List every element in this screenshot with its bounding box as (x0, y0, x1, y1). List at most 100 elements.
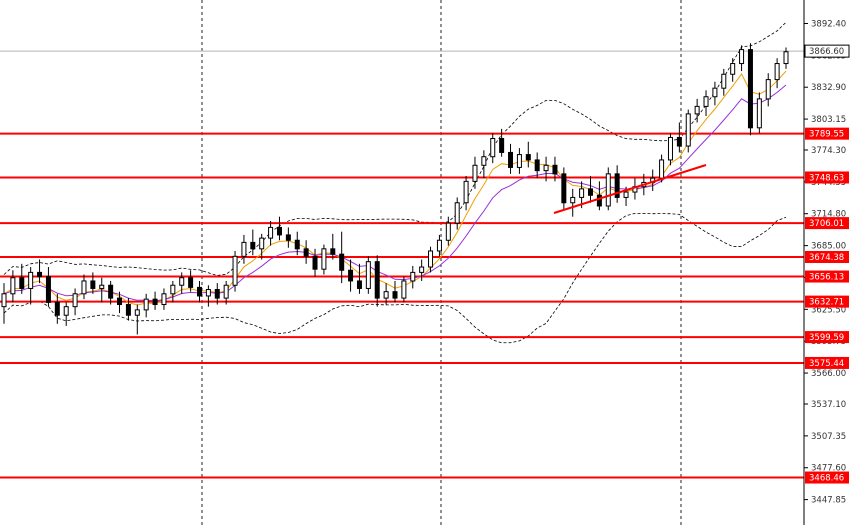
candlestick[interactable] (667, 133, 673, 166)
candlestick[interactable] (152, 291, 158, 310)
candlestick[interactable] (650, 169, 656, 191)
candlestick[interactable] (197, 280, 202, 303)
candlestick[interactable] (19, 263, 25, 294)
candlestick[interactable] (99, 277, 105, 303)
candlestick[interactable] (730, 58, 736, 82)
candlestick[interactable] (596, 181, 602, 211)
candlestick[interactable] (108, 280, 114, 305)
candlestick[interactable] (499, 128, 505, 157)
candlestick[interactable] (481, 150, 487, 179)
candlestick[interactable] (259, 233, 265, 260)
candle-body (285, 234, 291, 241)
candle-body (223, 284, 229, 299)
candlestick[interactable] (552, 156, 558, 182)
candlestick[interactable] (117, 291, 123, 314)
candlestick[interactable] (170, 280, 176, 303)
candlestick[interactable] (721, 68, 727, 96)
candlestick[interactable] (490, 133, 496, 164)
candlestick[interactable] (570, 188, 576, 217)
candlestick[interactable] (747, 43, 753, 136)
candle-body (232, 255, 238, 286)
candlestick[interactable] (525, 141, 531, 168)
candlestick[interactable] (330, 233, 336, 260)
candlestick[interactable] (383, 283, 389, 305)
candlestick[interactable] (614, 165, 620, 203)
candlestick[interactable] (392, 280, 398, 303)
candlestick[interactable] (45, 267, 51, 307)
candlestick[interactable] (756, 92, 762, 134)
candlestick[interactable] (1, 283, 7, 324)
candle-body (241, 241, 247, 257)
y-tick-label: 3625.50 (811, 305, 846, 315)
candlestick[interactable] (588, 176, 593, 203)
candlestick[interactable] (90, 272, 96, 294)
candlestick[interactable] (694, 98, 700, 123)
candlestick[interactable] (125, 298, 131, 321)
candlestick[interactable] (516, 148, 522, 174)
candlestick[interactable] (250, 229, 256, 256)
candlestick[interactable] (232, 250, 238, 292)
candlestick[interactable] (268, 220, 274, 246)
candlestick[interactable] (321, 244, 327, 275)
candlestick[interactable] (312, 248, 318, 277)
candlestick[interactable] (276, 216, 282, 241)
candlestick[interactable] (561, 167, 567, 211)
candlestick[interactable] (303, 240, 309, 264)
candlestick[interactable] (712, 81, 718, 106)
candlestick[interactable] (445, 216, 451, 246)
candlestick[interactable] (685, 109, 691, 153)
candlestick[interactable] (739, 45, 745, 72)
trendline-layer[interactable] (553, 164, 707, 214)
candlestick[interactable] (285, 227, 291, 248)
candlestick[interactable] (188, 270, 194, 292)
candlestick[interactable] (63, 302, 69, 326)
candlestick[interactable] (161, 288, 167, 310)
candlestick[interactable] (28, 267, 34, 305)
candlestick[interactable] (401, 276, 407, 303)
candlestick[interactable] (205, 285, 211, 307)
candlestick[interactable] (508, 143, 514, 174)
candlestick[interactable] (365, 256, 371, 294)
candlestick[interactable] (676, 122, 682, 153)
candlestick[interactable] (454, 197, 460, 230)
candle-body (99, 284, 105, 289)
candlestick[interactable] (463, 176, 469, 211)
candlestick[interactable] (783, 47, 789, 69)
candle-body (747, 49, 753, 129)
candlestick[interactable] (37, 259, 43, 284)
candlestick[interactable] (543, 156, 549, 182)
candlestick[interactable] (241, 234, 247, 264)
candlestick[interactable] (179, 272, 185, 294)
candlestick[interactable] (72, 288, 78, 316)
candlestick[interactable] (339, 231, 345, 284)
candlestick[interactable] (294, 231, 300, 256)
candlestick[interactable] (81, 274, 87, 300)
candlestick[interactable] (348, 259, 354, 292)
candlestick[interactable] (10, 270, 16, 303)
candlestick[interactable] (472, 156, 478, 189)
candlestick[interactable] (436, 234, 442, 257)
candlestick[interactable] (223, 280, 229, 305)
candlestick[interactable] (54, 293, 60, 324)
candlestick[interactable] (605, 167, 611, 211)
candlestick[interactable] (774, 58, 780, 89)
candlestick[interactable] (419, 259, 425, 281)
price-level-tag (805, 270, 849, 283)
candlestick[interactable] (134, 304, 140, 335)
candlestick[interactable] (428, 246, 434, 273)
candlestick[interactable] (214, 283, 220, 305)
candle-body (28, 271, 34, 289)
candlestick[interactable] (143, 293, 149, 318)
candle-body (143, 298, 149, 311)
candlestick[interactable] (534, 152, 540, 179)
candlestick[interactable] (765, 73, 771, 107)
candle-body (445, 222, 451, 241)
candlestick[interactable] (374, 255, 380, 307)
support-trendline[interactable] (553, 164, 707, 214)
candlestick[interactable] (356, 263, 362, 294)
candlestick[interactable] (703, 90, 709, 117)
candlestick-layer[interactable] (1, 43, 789, 335)
candlestick[interactable] (410, 265, 416, 289)
